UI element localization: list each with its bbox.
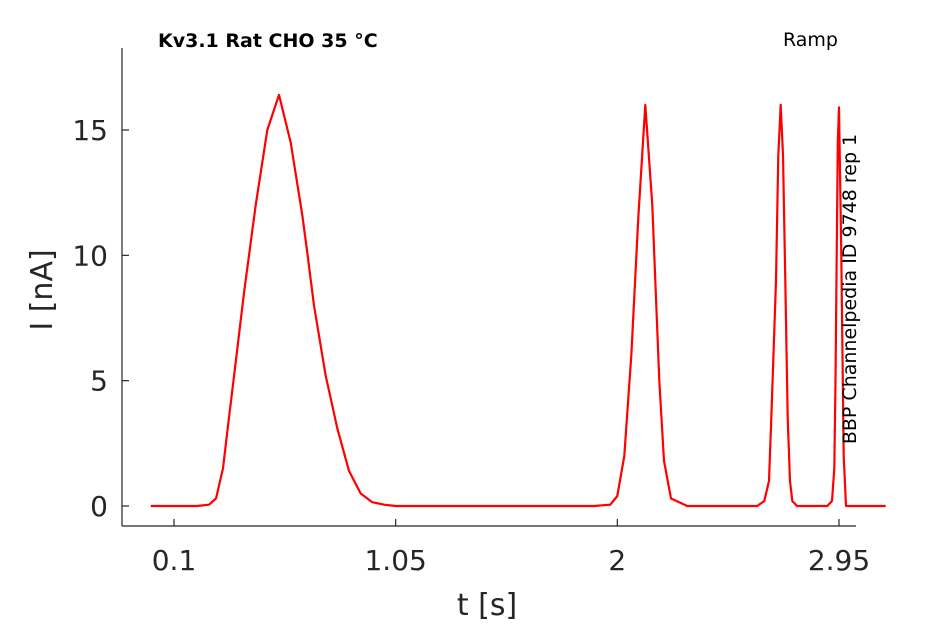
x-tick-label: 2.95 [808, 544, 870, 577]
series-line [150, 93, 886, 508]
chart-title: Kv3.1 Rat CHO 35 °C [158, 30, 378, 52]
y-tick-label: 10 [72, 239, 108, 272]
protocol-label: Ramp [783, 29, 838, 51]
axes [121, 48, 856, 527]
ticks: 0.1 1.05 2 2.95 0 5 10 15 [72, 114, 870, 577]
y-tick-label: 15 [72, 114, 108, 147]
side-label: BBP Channelpedia ID 9748 rep 1 [839, 134, 861, 444]
x-tick-label: 0.1 [152, 544, 197, 577]
x-axis-label: t [s] [457, 588, 517, 623]
y-axis-label: I [nA] [25, 249, 60, 330]
plot-area [150, 93, 886, 508]
y-tick-label: 5 [90, 365, 108, 398]
y-tick-label: 0 [90, 490, 108, 523]
x-tick-label: 2 [608, 544, 626, 577]
x-tick-label: 1.05 [364, 544, 426, 577]
